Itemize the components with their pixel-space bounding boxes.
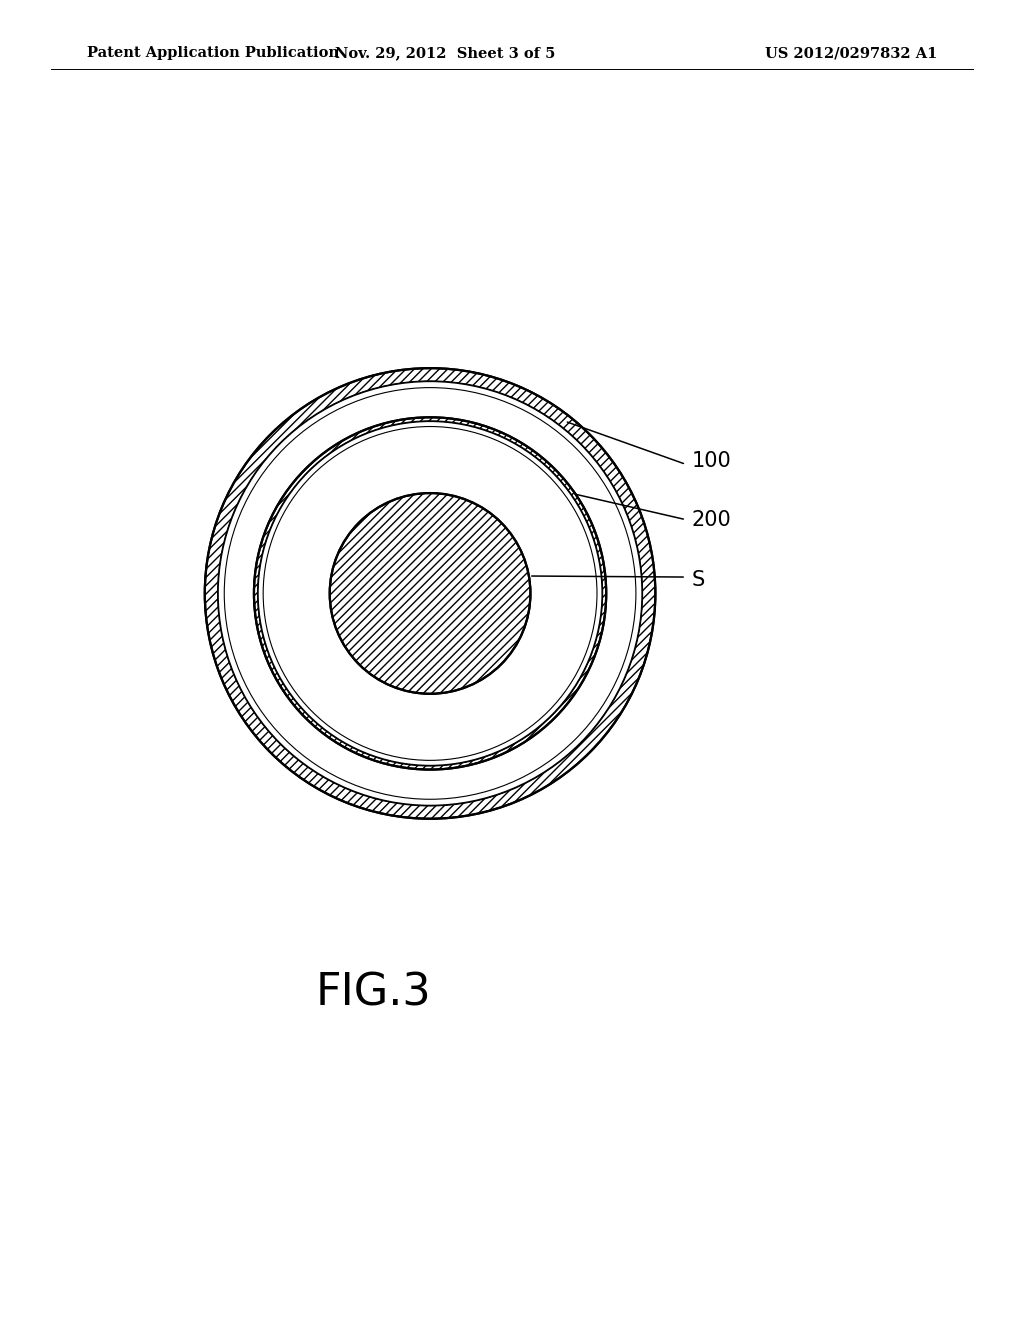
Text: 100: 100 — [691, 451, 731, 471]
Text: US 2012/0297832 A1: US 2012/0297832 A1 — [765, 46, 937, 61]
Text: S: S — [691, 570, 705, 590]
Circle shape — [330, 494, 530, 694]
Circle shape — [218, 381, 642, 805]
Text: Nov. 29, 2012  Sheet 3 of 5: Nov. 29, 2012 Sheet 3 of 5 — [335, 46, 556, 61]
Text: 200: 200 — [691, 510, 731, 529]
Circle shape — [258, 421, 602, 766]
Text: FIG.3: FIG.3 — [315, 972, 432, 1014]
Text: Patent Application Publication: Patent Application Publication — [87, 46, 339, 61]
